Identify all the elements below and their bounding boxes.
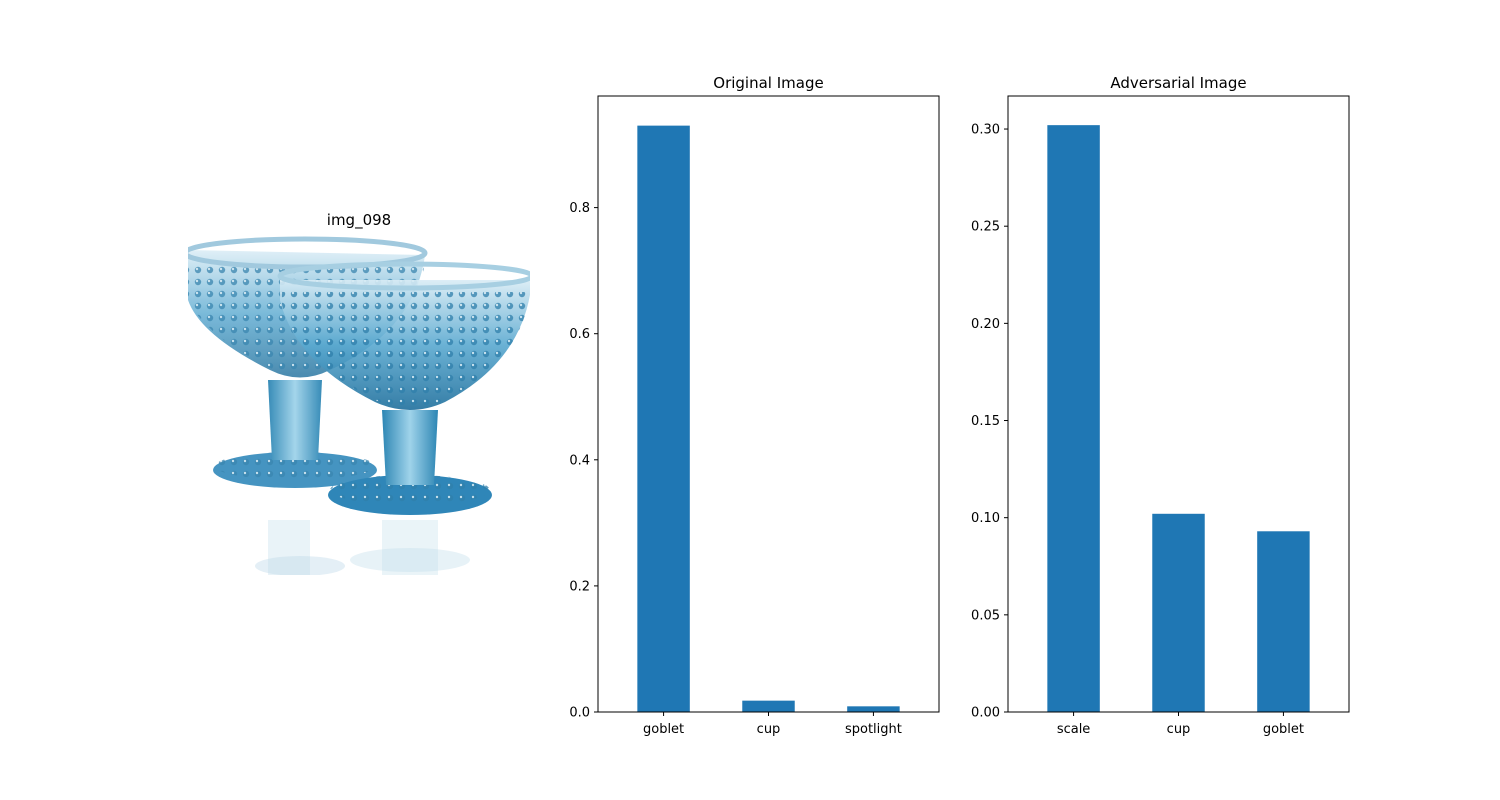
x-tick-label: spotlight xyxy=(845,722,902,737)
y-tick-label: 0.2 xyxy=(569,579,590,594)
y-tick-label: 0.10 xyxy=(971,511,1000,526)
plot-frame xyxy=(597,95,940,713)
y-tick-label: 0.20 xyxy=(971,317,1000,332)
bar-scale xyxy=(1047,125,1100,713)
bar-goblet xyxy=(1257,531,1310,712)
blue-glass-goblets-photo xyxy=(188,234,530,575)
chart-title: Adversarial Image xyxy=(1110,74,1246,92)
y-tick-label: 0.0 xyxy=(569,706,590,721)
y-tick-label: 0.4 xyxy=(569,453,590,468)
x-axis-ticks: scale cup goblet xyxy=(1057,712,1304,737)
image-panel: img_098 xyxy=(188,211,530,575)
y-tick-label: 0.8 xyxy=(569,201,590,216)
bar-cup xyxy=(742,700,795,712)
x-tick-label: cup xyxy=(757,722,781,737)
chart-adversarial-image: Adversarial Image 0.000.050.100.150.200.… xyxy=(971,74,1350,737)
chart-title: Original Image xyxy=(713,74,823,92)
y-tick-label: 0.6 xyxy=(569,327,590,342)
y-tick-label: 0.25 xyxy=(971,220,1000,235)
y-axis-ticks: 0.00 0.05 0.10 0.15 0.20 0.25 0.30 xyxy=(971,123,1008,721)
bar-group xyxy=(637,125,900,713)
x-tick-label: scale xyxy=(1057,722,1091,737)
y-tick-label: 0.05 xyxy=(971,608,1000,623)
bar-spotlight xyxy=(847,706,900,712)
image-title: img_098 xyxy=(327,211,391,230)
x-tick-label: cup xyxy=(1167,722,1191,737)
x-tick-label: goblet xyxy=(1263,722,1304,737)
bar-cup xyxy=(1152,513,1205,712)
bar-group xyxy=(1047,125,1310,713)
plot-frame xyxy=(1007,95,1350,713)
y-tick-label: 0.30 xyxy=(971,123,1000,138)
x-axis-ticks: goblet cup spotlight xyxy=(643,712,902,737)
y-axis-ticks: 0.0 0.2 0.4 0.6 0.8 xyxy=(569,201,598,721)
bar-goblet xyxy=(637,125,690,713)
x-tick-label: goblet xyxy=(643,722,684,737)
y-tick-label: 0.00 xyxy=(971,706,1000,721)
y-tick-label: 0.15 xyxy=(971,414,1000,429)
chart-original-image: Original Image 0.0 0.2 0.4 0.6 0.8 goblet cup… xyxy=(569,74,940,737)
